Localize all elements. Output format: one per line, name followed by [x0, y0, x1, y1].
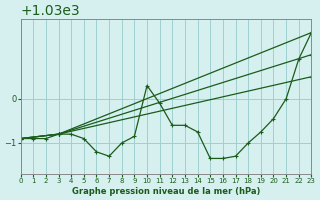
X-axis label: Graphe pression niveau de la mer (hPa): Graphe pression niveau de la mer (hPa): [72, 187, 260, 196]
